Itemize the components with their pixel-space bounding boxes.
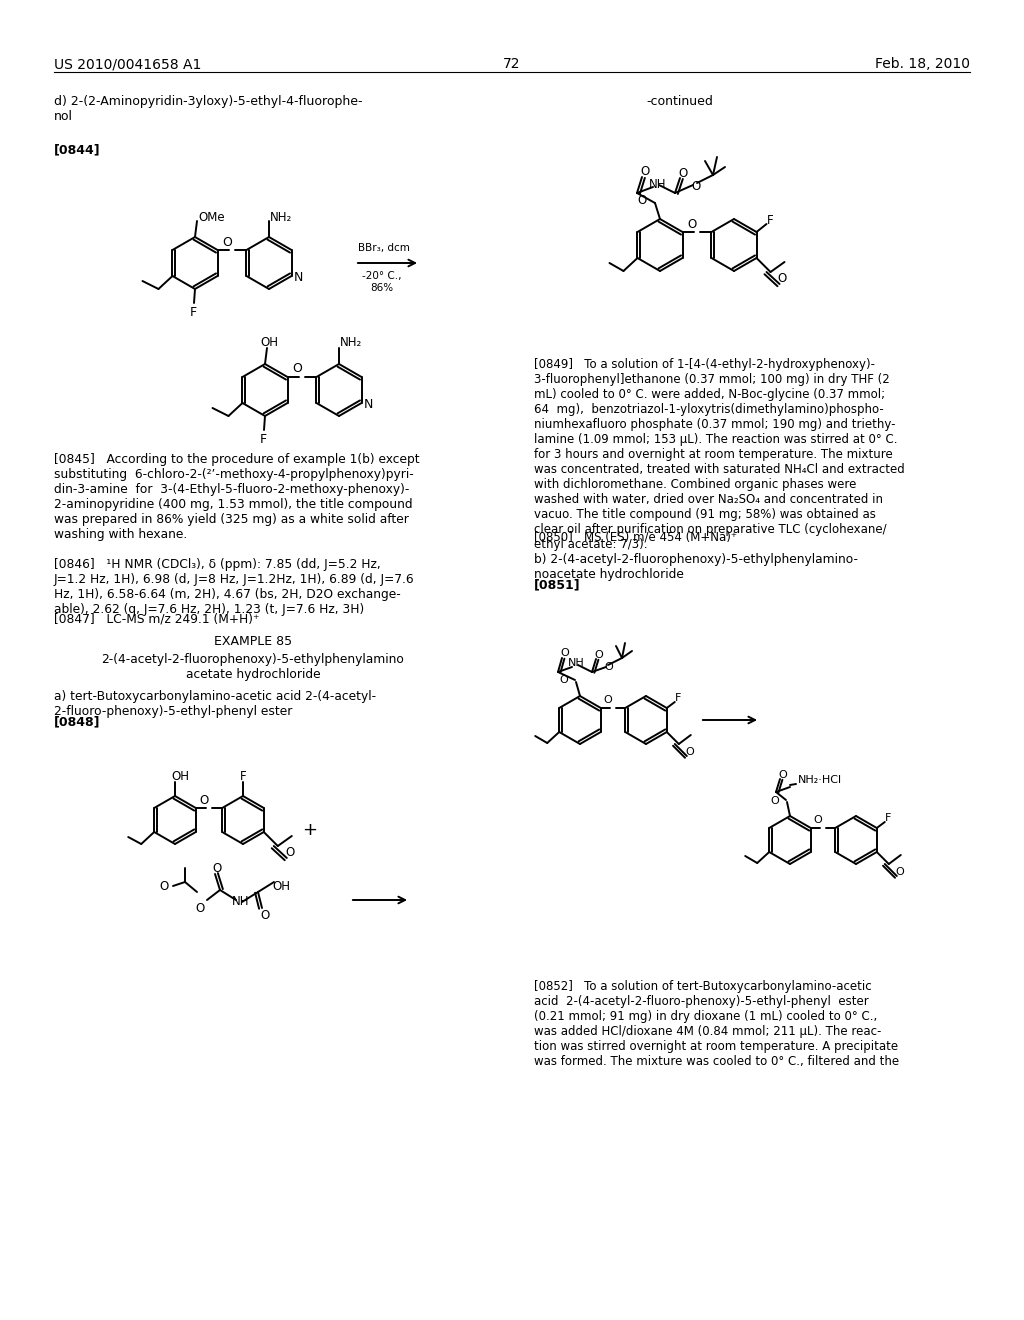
Text: O: O <box>559 675 568 685</box>
Text: NH₂·HCl: NH₂·HCl <box>798 775 842 785</box>
Text: NH: NH <box>568 657 585 668</box>
Text: O: O <box>814 814 822 825</box>
Text: 72: 72 <box>503 57 521 71</box>
Text: O: O <box>770 796 779 807</box>
Text: [0847]   LC-MS m/z 249.1 (M+H)⁺: [0847] LC-MS m/z 249.1 (M+H)⁺ <box>54 612 259 624</box>
Text: O: O <box>691 181 700 194</box>
Text: F: F <box>190 306 198 319</box>
Text: [0849]   To a solution of 1-[4-(4-ethyl-2-hydroxyphenoxy)-
3-fluorophenyl]ethano: [0849] To a solution of 1-[4-(4-ethyl-2-… <box>534 358 905 550</box>
Text: b) 2-(4-acetyl-2-fluorophenoxy)-5-ethylphenylamino-
noacetate hydrochloride: b) 2-(4-acetyl-2-fluorophenoxy)-5-ethylp… <box>534 553 858 581</box>
Text: [0844]: [0844] <box>54 143 100 156</box>
Text: [0846]   ¹H NMR (CDCl₃), δ (ppm): 7.85 (dd, J=5.2 Hz,
J=1.2 Hz, 1H), 6.98 (d, J=: [0846] ¹H NMR (CDCl₃), δ (ppm): 7.85 (dd… <box>54 558 415 616</box>
Text: O: O <box>778 770 786 780</box>
Text: O: O <box>603 696 612 705</box>
Text: O: O <box>260 909 269 921</box>
Text: O: O <box>222 235 232 248</box>
Text: O: O <box>687 218 696 231</box>
Text: F: F <box>767 214 773 227</box>
Text: [0851]: [0851] <box>534 578 581 591</box>
Text: NH: NH <box>232 895 250 908</box>
Text: d) 2-(2-Aminopyridin-3yloxy)-5-ethyl-4-fluorophe-
nol: d) 2-(2-Aminopyridin-3yloxy)-5-ethyl-4-f… <box>54 95 362 123</box>
Text: EXAMPLE 85: EXAMPLE 85 <box>214 635 292 648</box>
Text: +: + <box>302 821 317 840</box>
Text: NH: NH <box>649 178 667 191</box>
Text: a) tert-Butoxycarbonylamino-acetic acid 2-(4-acetyl-
2-fluoro-phenoxy)-5-ethyl-p: a) tert-Butoxycarbonylamino-acetic acid … <box>54 690 376 718</box>
Text: NH₂: NH₂ <box>270 211 292 224</box>
Text: OMe: OMe <box>198 211 224 224</box>
Text: US 2010/0041658 A1: US 2010/0041658 A1 <box>54 57 202 71</box>
Text: O: O <box>604 663 612 672</box>
Text: N: N <box>294 271 303 284</box>
Text: Feb. 18, 2010: Feb. 18, 2010 <box>874 57 970 71</box>
Text: O: O <box>640 165 649 178</box>
Text: O: O <box>638 194 647 206</box>
Text: 2-(4-acetyl-2-fluorophenoxy)-5-ethylphenylamino
acetate hydrochloride: 2-(4-acetyl-2-fluorophenoxy)-5-ethylphen… <box>101 653 404 681</box>
Text: O: O <box>200 793 209 807</box>
Text: [0850]   MS (ES) m/e 454 (M+Na)⁺: [0850] MS (ES) m/e 454 (M+Na)⁺ <box>534 531 737 543</box>
Text: O: O <box>195 902 204 915</box>
Text: F: F <box>675 693 681 704</box>
Text: F: F <box>240 770 247 783</box>
Text: [0848]: [0848] <box>54 715 100 729</box>
Text: O: O <box>560 648 568 657</box>
Text: -20° C.,: -20° C., <box>362 271 401 281</box>
Text: O: O <box>777 272 786 285</box>
Text: O: O <box>686 747 694 756</box>
Text: OH: OH <box>260 337 278 348</box>
Text: N: N <box>364 399 373 411</box>
Text: O: O <box>292 363 302 375</box>
Text: 86%: 86% <box>370 282 393 293</box>
Text: OH: OH <box>272 880 290 894</box>
Text: OH: OH <box>171 770 189 783</box>
Text: O: O <box>160 880 169 894</box>
Text: O: O <box>896 867 904 876</box>
Text: O: O <box>678 168 687 180</box>
Text: O: O <box>594 649 603 660</box>
Text: O: O <box>212 862 221 875</box>
Text: BBr₃, dcm: BBr₃, dcm <box>358 243 410 253</box>
Text: NH₂: NH₂ <box>340 337 362 348</box>
Text: -continued: -continued <box>646 95 714 108</box>
Text: F: F <box>885 813 891 822</box>
Text: [0845]   According to the procedure of example 1(b) except
substituting  6-chlor: [0845] According to the procedure of exa… <box>54 453 420 541</box>
Text: O: O <box>286 846 295 859</box>
Text: [0852]   To a solution of tert-Butoxycarbonylamino-acetic
acid  2-(4-acetyl-2-fl: [0852] To a solution of tert-Butoxycarbo… <box>534 979 899 1068</box>
Text: F: F <box>260 433 267 446</box>
